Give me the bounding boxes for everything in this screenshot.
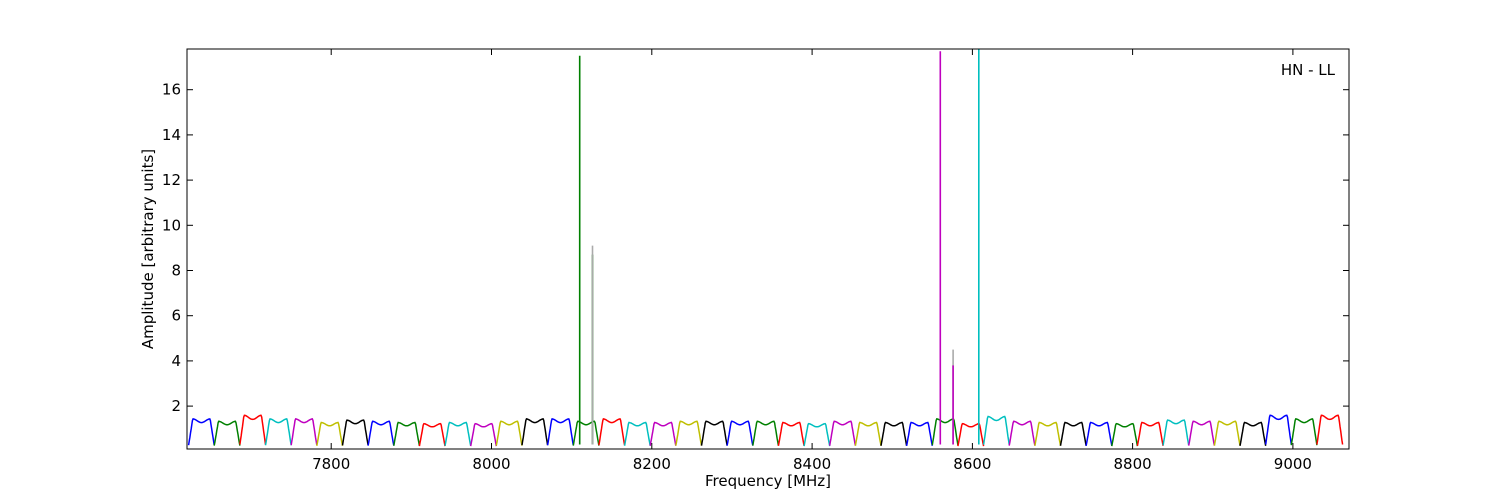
x-tick-label: 9000 bbox=[1274, 455, 1312, 473]
x-tick-label: 8400 bbox=[793, 455, 831, 473]
channel-curve bbox=[239, 414, 267, 445]
y-tick-label: 12 bbox=[162, 171, 181, 189]
channel-curve bbox=[700, 420, 728, 446]
channel-curve bbox=[1162, 419, 1190, 446]
channel-curve bbox=[777, 421, 805, 446]
y-tick-label: 16 bbox=[162, 81, 181, 99]
x-axis-label: Frequency [MHz] bbox=[705, 472, 831, 490]
channel-curve bbox=[1059, 421, 1087, 446]
y-tick-label: 14 bbox=[162, 126, 181, 144]
channel-curve bbox=[521, 418, 549, 446]
channel-curve bbox=[393, 421, 421, 446]
channel-curve bbox=[880, 421, 908, 446]
channel-curve bbox=[264, 418, 292, 446]
channel-curve bbox=[1187, 420, 1216, 446]
channel-curve bbox=[1239, 421, 1267, 446]
x-tick-label: 8000 bbox=[472, 455, 510, 473]
channel-curve bbox=[982, 415, 1010, 445]
channel-curve bbox=[444, 421, 472, 446]
channel-curve bbox=[854, 421, 882, 446]
channel-curve bbox=[213, 420, 241, 446]
channel-curve bbox=[367, 420, 395, 446]
channel-curve bbox=[752, 420, 780, 446]
channel-curve bbox=[469, 422, 498, 447]
channel-curve bbox=[1136, 421, 1164, 446]
channel-curve bbox=[187, 418, 215, 446]
channel-curve bbox=[905, 421, 934, 446]
channel-curve bbox=[1085, 421, 1113, 446]
channel-curve bbox=[649, 421, 677, 446]
channel-curve bbox=[572, 420, 600, 446]
channel-curve bbox=[1034, 421, 1062, 446]
x-tick-label: 8600 bbox=[953, 455, 991, 473]
channel-curve bbox=[1213, 420, 1241, 446]
channel-curve bbox=[1264, 414, 1293, 445]
channel-curve bbox=[1111, 422, 1139, 447]
channel-curve bbox=[418, 422, 446, 447]
channel-curve bbox=[675, 420, 703, 446]
channel-curve bbox=[341, 419, 369, 446]
channel-curve bbox=[931, 418, 959, 446]
channel-curve bbox=[828, 420, 857, 446]
channel-curve bbox=[726, 420, 754, 446]
channel-curve bbox=[957, 422, 985, 447]
spectrum-spikes bbox=[578, 49, 980, 445]
channel-curve bbox=[598, 418, 626, 446]
annotation-label: HN - LL bbox=[1281, 61, 1336, 79]
y-tick-label: 10 bbox=[162, 216, 181, 234]
channel-curve bbox=[290, 418, 318, 446]
x-tick-label: 8200 bbox=[633, 455, 671, 473]
y-tick-label: 8 bbox=[171, 262, 181, 280]
channel-curve bbox=[546, 418, 575, 446]
y-tick-label: 2 bbox=[171, 397, 181, 415]
channel-curve bbox=[623, 421, 651, 446]
channel-curve bbox=[495, 420, 523, 446]
axis-ticks: 7800 8000 8200 8400 8600 8800 9000 2 4 6 8 10 12 14 16 bbox=[162, 49, 1349, 473]
y-axis-label: Amplitude [arbitrary units] bbox=[139, 149, 157, 349]
x-tick-label: 7800 bbox=[312, 455, 350, 473]
channel-curve bbox=[1290, 418, 1318, 446]
spectrum-channels bbox=[187, 414, 1344, 447]
channel-curve bbox=[1008, 420, 1036, 446]
y-tick-label: 4 bbox=[171, 352, 181, 370]
channel-curve bbox=[1316, 414, 1344, 445]
channel-curve bbox=[803, 422, 831, 447]
x-tick-label: 8800 bbox=[1114, 455, 1152, 473]
y-tick-label: 6 bbox=[171, 307, 181, 325]
channel-curve bbox=[316, 421, 344, 446]
plot-frame bbox=[186, 48, 1350, 450]
